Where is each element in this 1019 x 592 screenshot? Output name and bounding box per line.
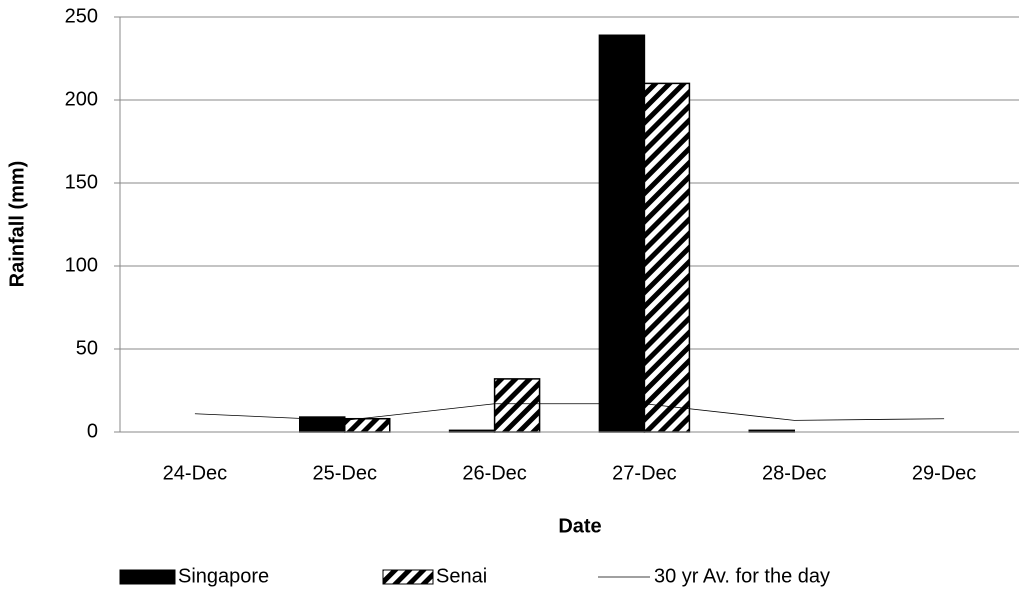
y-tick-label: 150 — [65, 171, 98, 193]
bar — [598, 34, 646, 433]
bar — [643, 82, 691, 433]
y-tick-label: 0 — [87, 420, 98, 442]
y-tick-label: 100 — [65, 254, 98, 276]
y-tick-label: 250 — [65, 5, 98, 27]
y-tick-label: 200 — [65, 88, 98, 110]
legend-swatch — [119, 569, 176, 585]
legend-label: Singapore — [178, 565, 269, 587]
legend-label: 30 yr Av. for the day — [654, 565, 830, 587]
x-tick-label: 28-Dec — [762, 462, 826, 484]
legend-swatch — [382, 569, 434, 585]
y-axis-title: Rainfall (mm) — [6, 161, 28, 288]
line-series — [194, 403, 945, 421]
legend-label: Senai — [436, 565, 487, 587]
x-tick-label: 25-Dec — [313, 462, 377, 484]
x-tick-label: 29-Dec — [912, 462, 976, 484]
bar — [344, 417, 391, 433]
x-tick-label: 27-Dec — [612, 462, 676, 484]
bar — [493, 378, 541, 433]
y-tick-label: 50 — [76, 337, 98, 359]
x-tick-label: 24-Dec — [163, 462, 227, 484]
x-tick-label: 26-Dec — [462, 462, 526, 484]
x-axis-title: Date — [558, 515, 601, 537]
